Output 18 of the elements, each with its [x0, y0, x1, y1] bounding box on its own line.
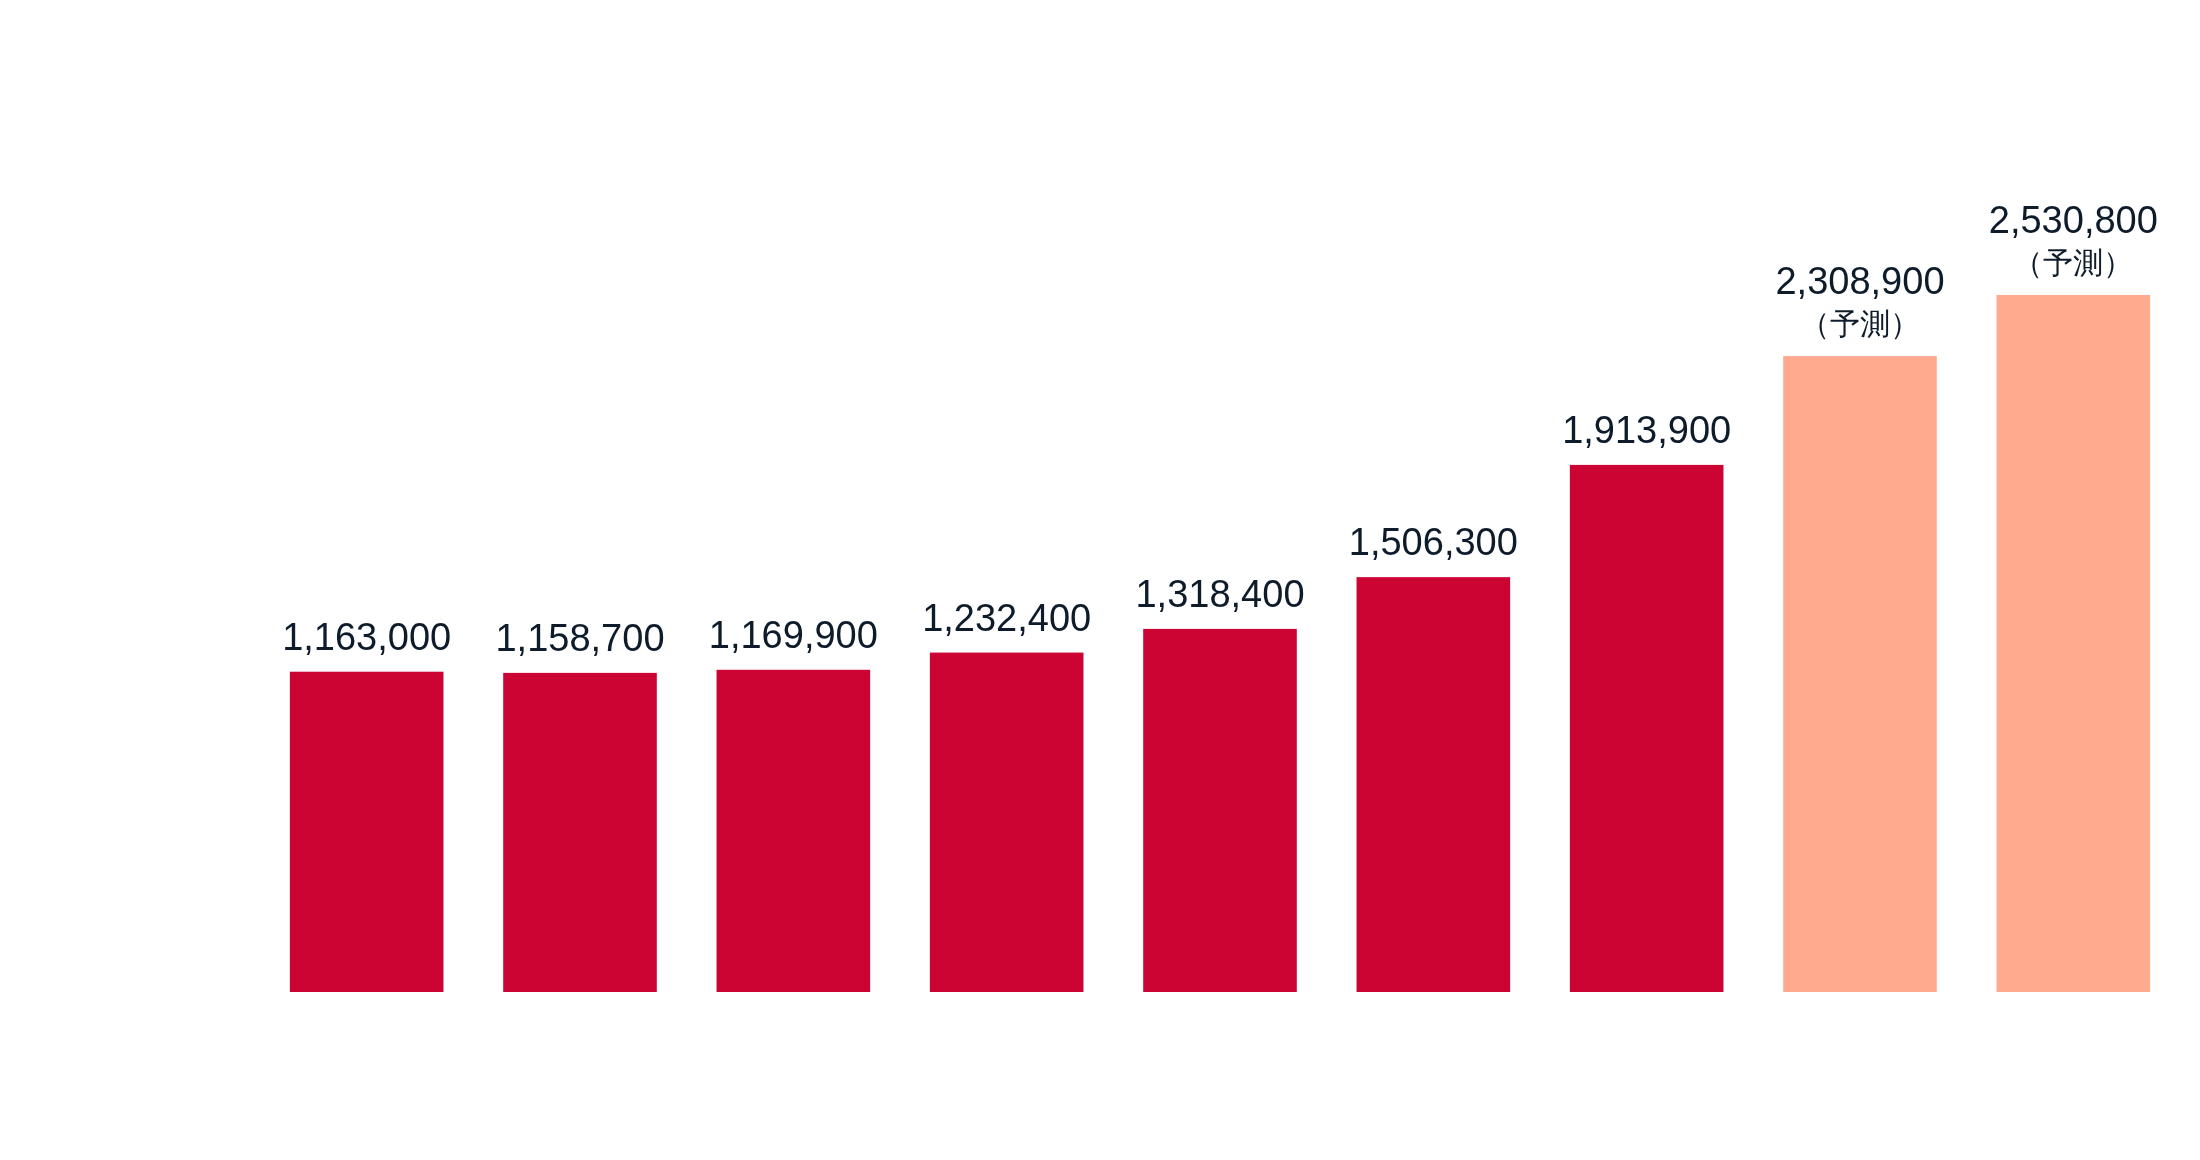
data-label: 1,913,900 — [1562, 408, 1732, 451]
data-label: 1,318,400 — [1135, 572, 1305, 615]
bar — [1783, 356, 1937, 992]
data-label: 1,169,900 — [708, 613, 878, 656]
data-label: 1,158,700 — [495, 616, 665, 659]
data-label: 2,530,800 （予測） — [1988, 199, 2158, 279]
bar — [289, 671, 444, 992]
data-label: 1,163,000 — [282, 615, 452, 658]
bar — [929, 652, 1084, 992]
data-label: 1,232,400 — [922, 596, 1092, 639]
bar — [716, 669, 871, 992]
bar — [1996, 295, 2151, 992]
data-label: 2,308,900 （予測） — [1775, 260, 1945, 341]
data-label: 1,506,300 — [1348, 521, 1518, 564]
bar — [1143, 628, 1297, 992]
bar — [503, 672, 657, 992]
bar — [1356, 577, 1511, 992]
bar — [1569, 464, 1724, 992]
